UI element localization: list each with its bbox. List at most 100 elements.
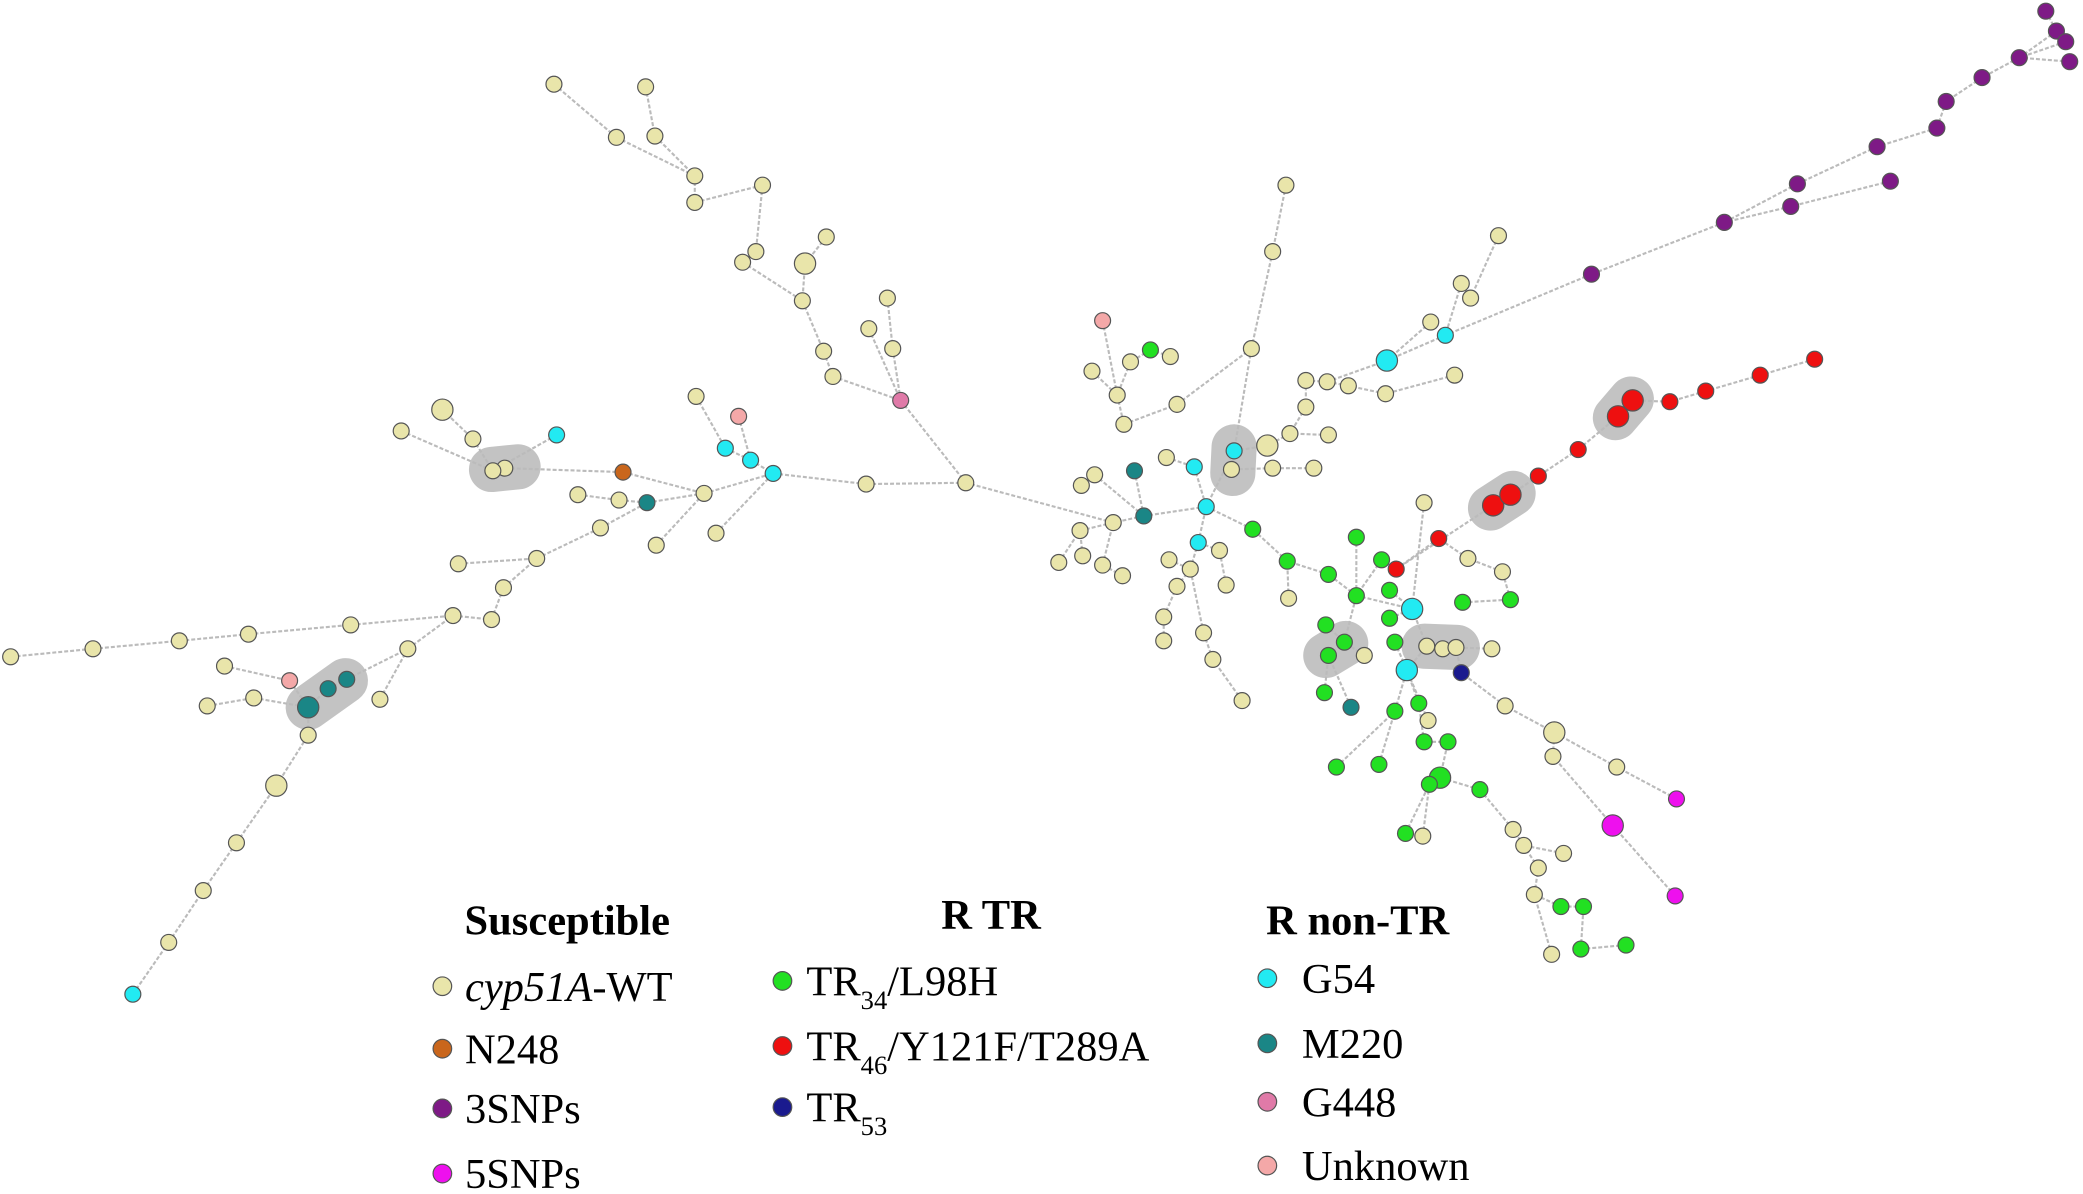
node <box>1572 940 1590 958</box>
legend-label-part: N248 <box>465 1026 559 1073</box>
legend-label-part: G54 <box>1302 956 1375 1003</box>
node <box>1071 522 1089 540</box>
node <box>1601 814 1624 837</box>
legend-dot <box>432 1098 453 1119</box>
node <box>860 320 878 338</box>
node <box>734 253 752 271</box>
legend-dot <box>432 1163 453 1184</box>
node <box>449 555 467 573</box>
node <box>1608 758 1626 776</box>
node <box>747 243 765 261</box>
node <box>1210 541 1229 560</box>
legend-label: G54 <box>1302 956 1375 1003</box>
node <box>1264 243 1282 261</box>
legend-dot <box>772 971 793 991</box>
edge <box>400 429 494 472</box>
node <box>1305 459 1323 477</box>
node <box>1315 684 1334 702</box>
node <box>1493 563 1512 581</box>
edge <box>1335 710 1396 768</box>
edge <box>1444 283 1463 336</box>
node <box>1414 827 1432 845</box>
node <box>1806 350 1824 368</box>
node <box>1197 498 1215 516</box>
node <box>1439 733 1457 751</box>
node <box>1452 274 1470 293</box>
node <box>742 451 760 469</box>
edge <box>1724 205 1791 224</box>
legend-label-part: Unknown <box>1302 1143 1470 1190</box>
node <box>1462 289 1480 307</box>
legend-title: Susceptible <box>465 897 670 944</box>
node <box>753 176 772 194</box>
node <box>764 464 782 483</box>
node <box>399 640 417 658</box>
node <box>1168 577 1186 595</box>
node <box>1327 758 1345 776</box>
edge <box>866 481 966 486</box>
node <box>1496 697 1514 715</box>
node <box>591 519 610 537</box>
node <box>1141 341 1160 359</box>
edge <box>1522 844 1540 869</box>
node <box>1335 633 1353 651</box>
edge <box>248 623 351 636</box>
node <box>1280 589 1298 607</box>
edge <box>715 472 774 534</box>
node <box>431 398 454 421</box>
node <box>215 657 234 675</box>
node <box>1387 560 1405 578</box>
node <box>1606 405 1630 428</box>
node <box>1881 172 1899 190</box>
edge <box>703 472 774 495</box>
node <box>1160 551 1178 569</box>
edge <box>1796 145 1878 185</box>
node <box>1555 844 1573 862</box>
node <box>1185 458 1203 476</box>
legend-label: TR53 <box>806 1085 887 1141</box>
node <box>1083 362 1101 380</box>
node <box>1501 591 1520 609</box>
node <box>793 292 811 310</box>
node <box>2 648 20 666</box>
edge <box>1533 867 1540 895</box>
edge <box>832 375 902 402</box>
edge <box>167 889 205 943</box>
edge <box>1591 221 1725 276</box>
edge <box>1705 374 1761 393</box>
edge <box>1250 251 1274 349</box>
edge <box>1385 374 1455 395</box>
node <box>1697 382 1715 400</box>
node <box>1386 633 1404 651</box>
node <box>494 579 513 597</box>
node <box>1086 466 1104 484</box>
edge <box>754 185 764 252</box>
node <box>245 689 263 707</box>
edge <box>773 472 867 486</box>
legend-label-part: M220 <box>1302 1021 1404 1068</box>
edge <box>1611 824 1676 897</box>
legend-dot <box>1257 1033 1278 1054</box>
edge <box>1460 671 1506 707</box>
edge <box>599 501 648 529</box>
edge <box>179 633 249 642</box>
node <box>892 391 910 409</box>
edge <box>1395 504 1494 570</box>
edge <box>92 639 180 650</box>
edge <box>1205 450 1236 508</box>
node <box>265 774 288 797</box>
node <box>1281 425 1299 443</box>
node <box>1222 460 1241 479</box>
edge <box>899 399 967 484</box>
node <box>1452 664 1470 682</box>
node <box>281 672 299 690</box>
node <box>1181 560 1199 578</box>
node <box>1525 886 1543 904</box>
edge <box>646 492 705 504</box>
node <box>1094 312 1112 330</box>
node <box>1297 398 1315 416</box>
node <box>1504 820 1522 839</box>
node <box>1447 638 1465 657</box>
node <box>444 607 462 625</box>
node <box>1108 386 1126 404</box>
